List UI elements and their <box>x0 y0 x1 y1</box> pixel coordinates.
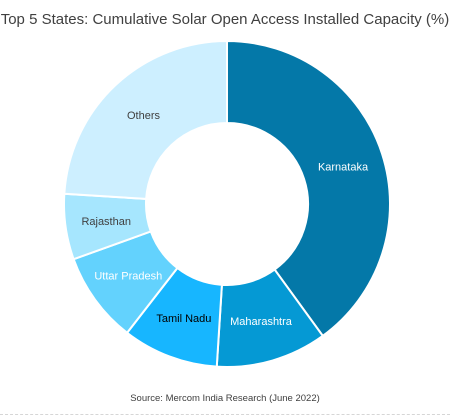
slice-label-karnataka: Karnataka <box>318 161 369 173</box>
bottom-divider <box>0 414 450 415</box>
slice-karnataka <box>226 39 391 338</box>
slice-label-uttar-pradesh: Uttar Pradesh <box>94 271 162 283</box>
slice-others <box>63 39 228 200</box>
slice-label-maharashtra: Maharashtra <box>230 316 293 328</box>
slice-label-others: Others <box>127 110 161 122</box>
slice-label-tamil-nadu: Tamil Nadu <box>156 313 211 325</box>
chart-title: Top 5 States: Cumulative Solar Open Acce… <box>0 11 450 28</box>
slice-label-rajasthan: Rajasthan <box>81 216 131 228</box>
chart-source: Source: Mercom India Research (June 2022… <box>130 393 320 404</box>
